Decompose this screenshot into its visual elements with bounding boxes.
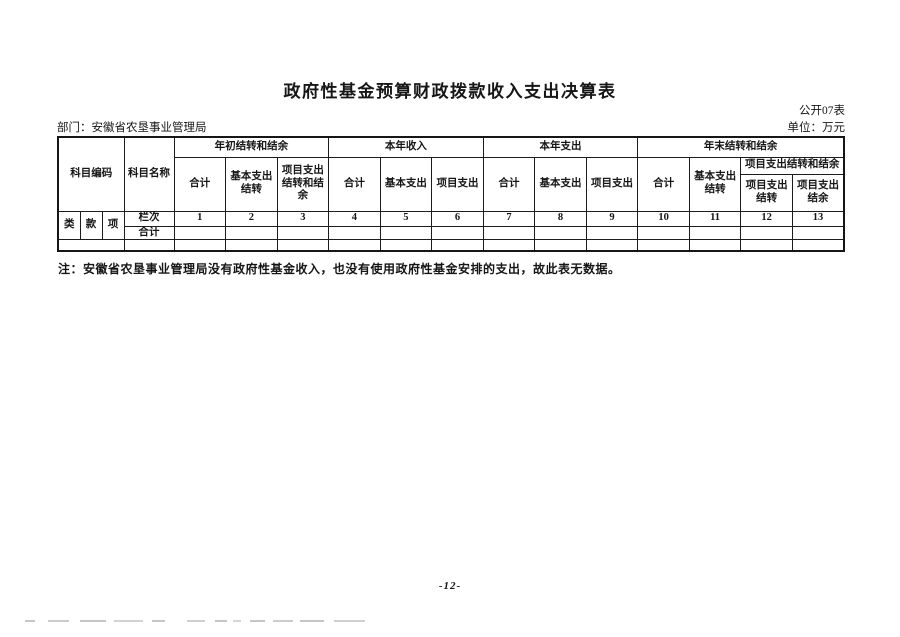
empty-cell: [637, 225, 690, 241]
empty-cell: [791, 225, 845, 241]
empty-cell: [431, 239, 484, 252]
header-begin-total: 合计: [173, 156, 227, 212]
empty-cell: [173, 239, 227, 252]
empty-data-row: [57, 239, 845, 252]
column-number: 5: [379, 210, 433, 227]
empty-cell: [173, 225, 227, 241]
empty-cell: [740, 239, 793, 252]
scan-artifact-marks: [25, 620, 365, 622]
scan-artifact: [273, 620, 293, 622]
budget-table: 科目编码 科目名称 年初结转和结余 本年收入 本年支出 年末结转和结余 合计 基…: [57, 136, 845, 252]
empty-cell: [791, 239, 845, 252]
empty-cell: [379, 239, 433, 252]
column-number: 13: [791, 210, 845, 227]
unit-label: 单位：万元: [787, 122, 846, 134]
scan-artifact: [187, 620, 205, 622]
table-code-label: 公开07表: [799, 105, 845, 117]
header-year-end-group: 年末结转和结余: [637, 136, 845, 158]
total-row: 合计: [58, 225, 845, 241]
header-begin-basic-carryover: 基本支出结转: [225, 156, 278, 212]
scan-artifact: [114, 620, 143, 622]
empty-cell: [379, 225, 433, 241]
column-number: 11: [688, 210, 742, 227]
header-expense-total: 合计: [482, 156, 536, 212]
header-year-begin-group: 年初结转和结余: [173, 136, 330, 158]
scan-artifact: [152, 620, 165, 622]
header-income-project: 项目支出: [431, 156, 484, 212]
scan-artifact: [334, 620, 365, 622]
scan-artifact: [25, 620, 35, 622]
empty-cell: [585, 239, 639, 252]
empty-cell: [688, 239, 742, 252]
empty-cell: [276, 239, 330, 252]
empty-cell: [534, 239, 587, 252]
header-sub-row-2: 项目支出结转 项目支出结余: [58, 173, 845, 212]
empty-cell: [637, 239, 690, 252]
total-row-label: 合计: [123, 225, 175, 241]
column-number: 1: [173, 210, 227, 227]
header-end-project-balance: 项目支出结余: [791, 173, 845, 212]
empty-cell: [123, 239, 175, 252]
scan-artifact: [80, 620, 106, 622]
scan-artifact: [233, 620, 241, 622]
column-number: 6: [431, 210, 484, 227]
header-income-basic: 基本支出: [379, 156, 433, 212]
scan-artifact: [300, 620, 324, 622]
column-index-label: 栏次: [123, 210, 175, 227]
column-index-row: 类 款 项 栏次 1 2 3 4 5 6 7 8 9 10 11 12 13: [57, 210, 845, 241]
header-income-total: 合计: [328, 156, 381, 212]
column-number: 3: [276, 210, 330, 227]
column-number: 4: [328, 210, 381, 227]
empty-cell: [431, 225, 484, 241]
department-label: 部门：安徽省农垦事业管理局: [57, 122, 207, 134]
column-number: 9: [585, 210, 639, 227]
page-number: -12-: [438, 580, 462, 592]
header-end-total: 合计: [637, 156, 690, 212]
empty-cell: [688, 225, 742, 241]
header-code-section: 款: [79, 210, 103, 241]
header-end-project-carryover-balance: 项目支出结转和结余: [740, 156, 845, 175]
empty-cell: [482, 239, 536, 252]
header-year-expense-group: 本年支出: [482, 136, 639, 158]
header-code-item: 项: [101, 210, 125, 241]
header-expense-project: 项目支出: [585, 156, 639, 212]
header-code-class: 类: [57, 210, 81, 241]
meta-row: 部门：安徽省农垦事业管理局 单位：万元: [57, 119, 845, 135]
scan-artifact: [48, 620, 69, 622]
footnote: 注：安徽省农垦事业管理局没有政府性基金收入，也没有使用政府性基金安排的支出，故此…: [58, 262, 621, 276]
header-sub-row: 合计 基本支出结转 项目支出结转和结余 合计 基本支出 项目支出 合计 基本支出…: [58, 156, 845, 212]
header-group-row: 科目编码 科目名称 年初结转和结余 本年收入 本年支出 年末结转和结余: [57, 136, 845, 212]
column-number: 8: [534, 210, 587, 227]
column-number: 7: [482, 210, 536, 227]
empty-cell: [276, 225, 330, 241]
empty-cell: [482, 225, 536, 241]
empty-cell: [225, 225, 278, 241]
column-number: 12: [740, 210, 793, 227]
scan-artifact: [215, 620, 227, 622]
empty-cell: [585, 225, 639, 241]
header-subject-code: 科目编码: [57, 136, 125, 212]
header-begin-project-carryover-balance: 项目支出结转和结余: [276, 156, 330, 212]
empty-cell: [534, 225, 587, 241]
header-expense-basic: 基本支出: [534, 156, 587, 212]
scan-artifact: [250, 620, 265, 622]
empty-cell: [225, 239, 278, 252]
column-number: 2: [225, 210, 278, 227]
empty-cell: [57, 239, 125, 252]
column-number: 10: [637, 210, 690, 227]
empty-cell: [328, 239, 381, 252]
empty-cell: [328, 225, 381, 241]
header-end-basic-carryover: 基本支出结转: [688, 156, 742, 212]
header-subject-name: 科目名称: [123, 136, 175, 212]
header-year-income-group: 本年收入: [328, 136, 484, 158]
empty-cell: [740, 225, 793, 241]
page-title: 政府性基金预算财政拨款收入支出决算表: [283, 82, 617, 101]
header-end-project-carryover: 项目支出结转: [740, 173, 793, 212]
